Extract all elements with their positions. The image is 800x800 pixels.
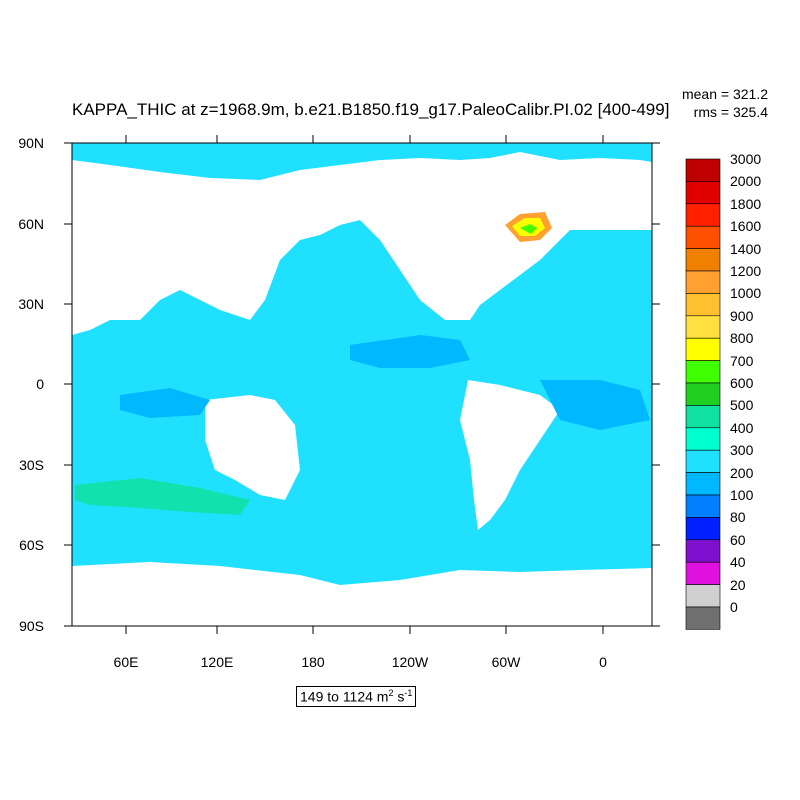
colorbar-label: 0 [730, 599, 738, 615]
colorbar-swatch [685, 382, 721, 406]
colorbar-swatch [685, 270, 721, 294]
lat-label-30s: 30S [19, 457, 44, 473]
range-sup-2: -1 [404, 688, 413, 698]
colorbar-label: 1400 [730, 240, 762, 257]
tropical-patch-3 [120, 388, 210, 418]
range-label: 149 to 1124 m2 s-1 [296, 686, 417, 707]
colorbar-label: 200 [730, 464, 754, 481]
colorbar-label: 300 [730, 442, 754, 459]
colorbar-label: 500 [730, 397, 754, 414]
colorbar-label: 2000 [730, 173, 762, 190]
colorbar-label: 80 [730, 509, 746, 526]
colorbar-swatch [685, 449, 721, 473]
lat-label-90s: 90S [19, 618, 44, 634]
range-sup-1: 2 [388, 688, 394, 698]
southern-band [75, 478, 250, 515]
colorbar-swatch [685, 472, 721, 496]
colorbar-swatch [685, 337, 721, 361]
colorbar-swatch [685, 225, 721, 249]
colorbar-label: 400 [730, 419, 754, 436]
arctic-band [72, 143, 652, 151]
colorbar-label: 3000 [730, 151, 762, 167]
land-masses [72, 152, 652, 626]
lat-label-60s: 60S [19, 537, 44, 553]
colorbar-swatch [685, 315, 721, 339]
colorbar-label: 1200 [730, 263, 762, 279]
colorbar-label: 600 [730, 375, 754, 391]
lat-ticks [64, 142, 660, 627]
colorbar-label: 60 [730, 531, 746, 548]
colorbar-swatch [685, 539, 721, 563]
lon-label-120e: 120E [200, 654, 234, 670]
colorbar-label: 900 [730, 307, 754, 324]
lat-label-60n: 60N [18, 216, 44, 232]
lon-label-180: 180 [301, 654, 325, 670]
colorbar-label: 800 [730, 330, 754, 347]
colorbar-swatch [685, 293, 721, 317]
lon-label-120w: 120W [391, 654, 429, 670]
lon-label-0: 0 [599, 654, 607, 670]
colorbar-label: 20 [730, 576, 746, 593]
colorbar-swatch [685, 203, 721, 227]
range-text: 149 to 1124 m [300, 688, 389, 705]
colorbar-label: 1800 [730, 195, 762, 212]
lon-ticks [125, 135, 604, 634]
colorbar-label: 1600 [730, 218, 762, 235]
lat-label-90n: 90N [18, 135, 44, 151]
colorbar-label: 40 [730, 554, 746, 571]
colorbar-swatch [685, 494, 721, 518]
colorbar-swatch [685, 606, 721, 630]
colorbar-label: 700 [730, 352, 754, 369]
colorbar-label: 100 [730, 487, 754, 503]
colorbar-swatch [685, 427, 721, 451]
rms-stat: rms = 325.4 [693, 104, 768, 120]
colorbar-swatch [685, 181, 721, 205]
land-south-america [460, 380, 560, 530]
greenland-hotspot [505, 212, 552, 242]
tropical-patch-1 [350, 335, 470, 368]
colorbar [685, 158, 721, 630]
plot-title: KAPPA_THIC at z=1968.9m, b.e21.B1850.f19… [72, 100, 670, 119]
land-north-america [470, 190, 520, 270]
colorbar-swatch [685, 360, 721, 384]
lat-label-0: 0 [36, 376, 44, 392]
mean-stat: mean = 321.2 [681, 86, 768, 102]
land-antarctica [72, 562, 652, 626]
lon-label-60w: 60W [491, 654, 521, 670]
lat-label-30n: 30N [18, 296, 44, 312]
colorbar-swatch [685, 405, 721, 429]
colorbar-swatch [685, 584, 721, 608]
land-australia [205, 395, 300, 500]
colorbar-swatch [685, 517, 721, 541]
colorbar-swatch [685, 248, 721, 272]
range-mid: s [393, 688, 405, 705]
colorbar-swatch [685, 158, 721, 182]
tropical-patch-2 [540, 380, 650, 430]
colorbar-label: 1000 [730, 285, 762, 302]
lon-label-60e: 60E [113, 654, 139, 670]
colorbar-swatch [685, 561, 721, 585]
